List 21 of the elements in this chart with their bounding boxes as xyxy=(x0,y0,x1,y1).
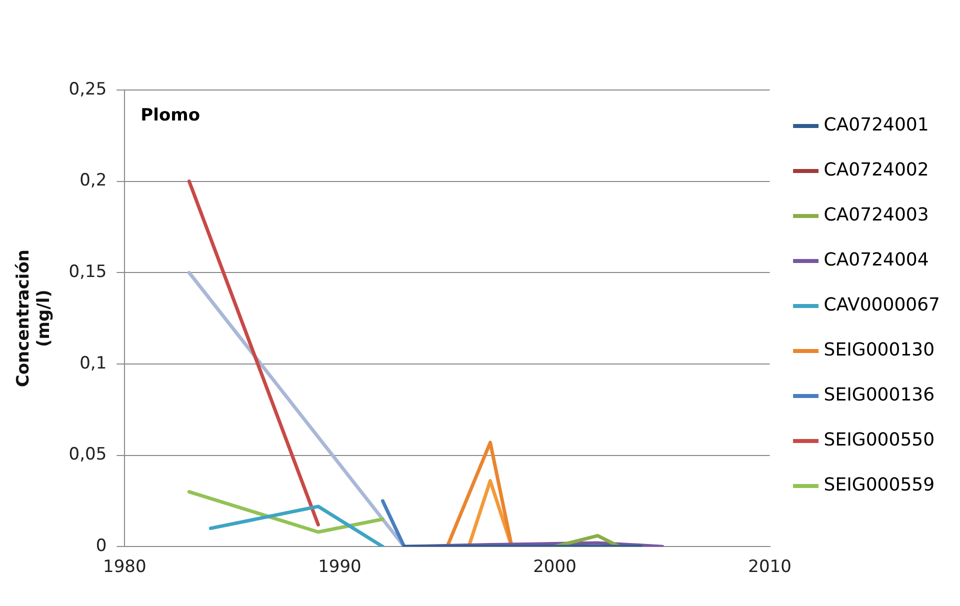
legend-label: CA0724001 xyxy=(824,114,929,136)
y-tick-label: 0,05 xyxy=(68,444,107,465)
text: Plomo xyxy=(140,105,200,126)
y-tick-label: 0,2 xyxy=(80,170,107,191)
legend-label: SEIG000136 xyxy=(824,384,935,406)
x-tick-label: 2000 xyxy=(533,557,576,578)
y-tick-label: 0,1 xyxy=(80,353,107,374)
legend-label: CA0724004 xyxy=(824,250,929,271)
legend-label: SEIG000559 xyxy=(824,474,935,496)
legend-label: SEIG000130 xyxy=(824,340,935,361)
x-tick-label: 2010 xyxy=(748,557,792,578)
y-tick-label: 0,25 xyxy=(68,79,107,100)
y-axis-title: Concentración (mg/l) xyxy=(14,249,54,388)
legend-label: CA0724003 xyxy=(824,204,929,226)
y-tick-label: 0 xyxy=(96,536,107,556)
legend-label: CAV0000067 xyxy=(824,294,940,316)
legend-label: CA0724002 xyxy=(824,160,929,181)
x-tick-label: 1980 xyxy=(103,557,146,578)
legend-label: SEIG000550 xyxy=(824,430,935,451)
x-tick-label: 1990 xyxy=(318,557,362,578)
y-tick-label: 0,15 xyxy=(68,262,107,282)
